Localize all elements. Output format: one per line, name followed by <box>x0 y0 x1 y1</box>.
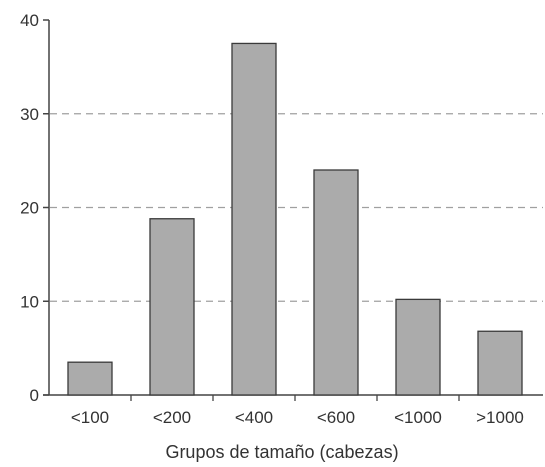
bar-1 <box>67 361 113 396</box>
bar-2 <box>149 218 195 396</box>
x-tick-label-2: <200 <box>153 408 191 427</box>
x-tick-label-4: <600 <box>317 408 355 427</box>
x-axis-title: Grupos de tamaño (cabezas) <box>165 442 398 462</box>
y-tick-label-10: 10 <box>20 292 39 311</box>
bar-6 <box>477 330 523 396</box>
gridlines <box>50 113 543 302</box>
x-tick-label-6: >1000 <box>476 408 524 427</box>
x-tick-label-5: <1000 <box>394 408 442 427</box>
y-tick-label-30: 30 <box>20 105 39 124</box>
bar-5 <box>395 298 441 396</box>
bars <box>67 42 523 396</box>
y-tick-labels: 0 10 20 30 40 <box>20 11 39 405</box>
axes <box>43 19 543 401</box>
y-tick-label-20: 20 <box>20 199 39 218</box>
y-tick-label-0: 0 <box>30 386 39 405</box>
x-tick-label-1: <100 <box>71 408 109 427</box>
y-tick-label-40: 40 <box>20 11 39 30</box>
x-tick-label-3: <400 <box>235 408 273 427</box>
x-tick-labels: <100 <200 <400 <600 <1000 >1000 <box>71 408 524 427</box>
bar-3 <box>231 42 277 396</box>
bar-4 <box>313 169 359 396</box>
